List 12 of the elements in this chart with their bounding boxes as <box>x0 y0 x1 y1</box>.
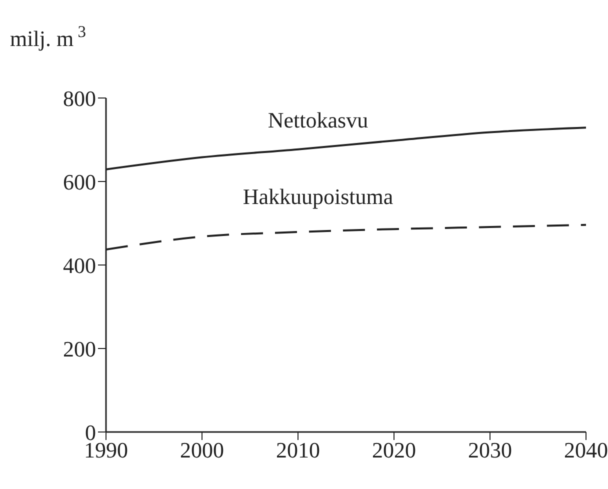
series-label: Hakkuupoistuma <box>242 184 394 210</box>
x-tick-label: 2020 <box>372 438 416 463</box>
y-tick-label: 800 <box>63 86 96 111</box>
y-tick-label: 600 <box>63 169 96 194</box>
x-tick-label: 2030 <box>468 438 512 463</box>
x-tick-label: 2040 <box>564 438 608 463</box>
x-tick-label: 2000 <box>180 438 224 463</box>
y-tick-label: 200 <box>63 336 96 362</box>
x-tick-label: 2010 <box>276 438 320 463</box>
y-tick-label: 400 <box>63 252 96 278</box>
y-axis-title: milj. m$^{3}$ <box>10 22 86 51</box>
series-label: Nettokasvu <box>268 107 368 132</box>
